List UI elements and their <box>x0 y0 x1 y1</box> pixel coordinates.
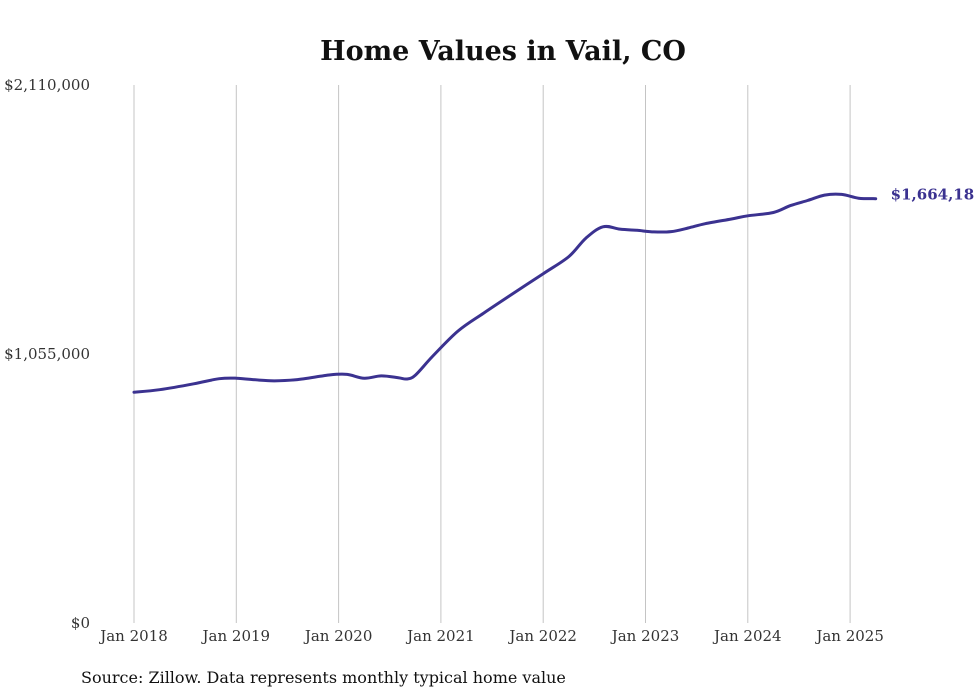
x-tick-label: Jan 2021 <box>405 627 475 645</box>
y-tick-label: $0 <box>71 614 90 632</box>
x-tick-label: Jan 2022 <box>507 627 577 645</box>
x-tick-label: Jan 2019 <box>201 627 271 645</box>
series-layer: $1,664,18 <box>132 186 975 394</box>
x-tick-label: Jan 2020 <box>303 627 373 645</box>
y-tick-label: $1,055,000 <box>4 345 90 363</box>
y-tick-label: $2,110,000 <box>4 76 90 94</box>
x-axis-ticks: Jan 2018 Jan 2019 Jan 2020 Jan 2021 Jan 2022… <box>98 627 884 645</box>
x-tick-label: Jan 2023 <box>610 627 680 645</box>
gridlines <box>133 85 851 623</box>
x-tick-label: Jan 2025 <box>814 627 884 645</box>
x-tick-label: Jan 2018 <box>98 627 168 645</box>
end-value-label: $1,664,18 <box>891 186 975 204</box>
source-note: Source: Zillow. Data represents monthly … <box>81 668 566 687</box>
x-tick-label: Jan 2024 <box>712 627 782 645</box>
y-axis-ticks: $0 $1,055,000 $2,110,000 <box>4 76 90 632</box>
home-value-line <box>132 192 878 394</box>
chart-title: Home Values in Vail, CO <box>320 36 686 67</box>
